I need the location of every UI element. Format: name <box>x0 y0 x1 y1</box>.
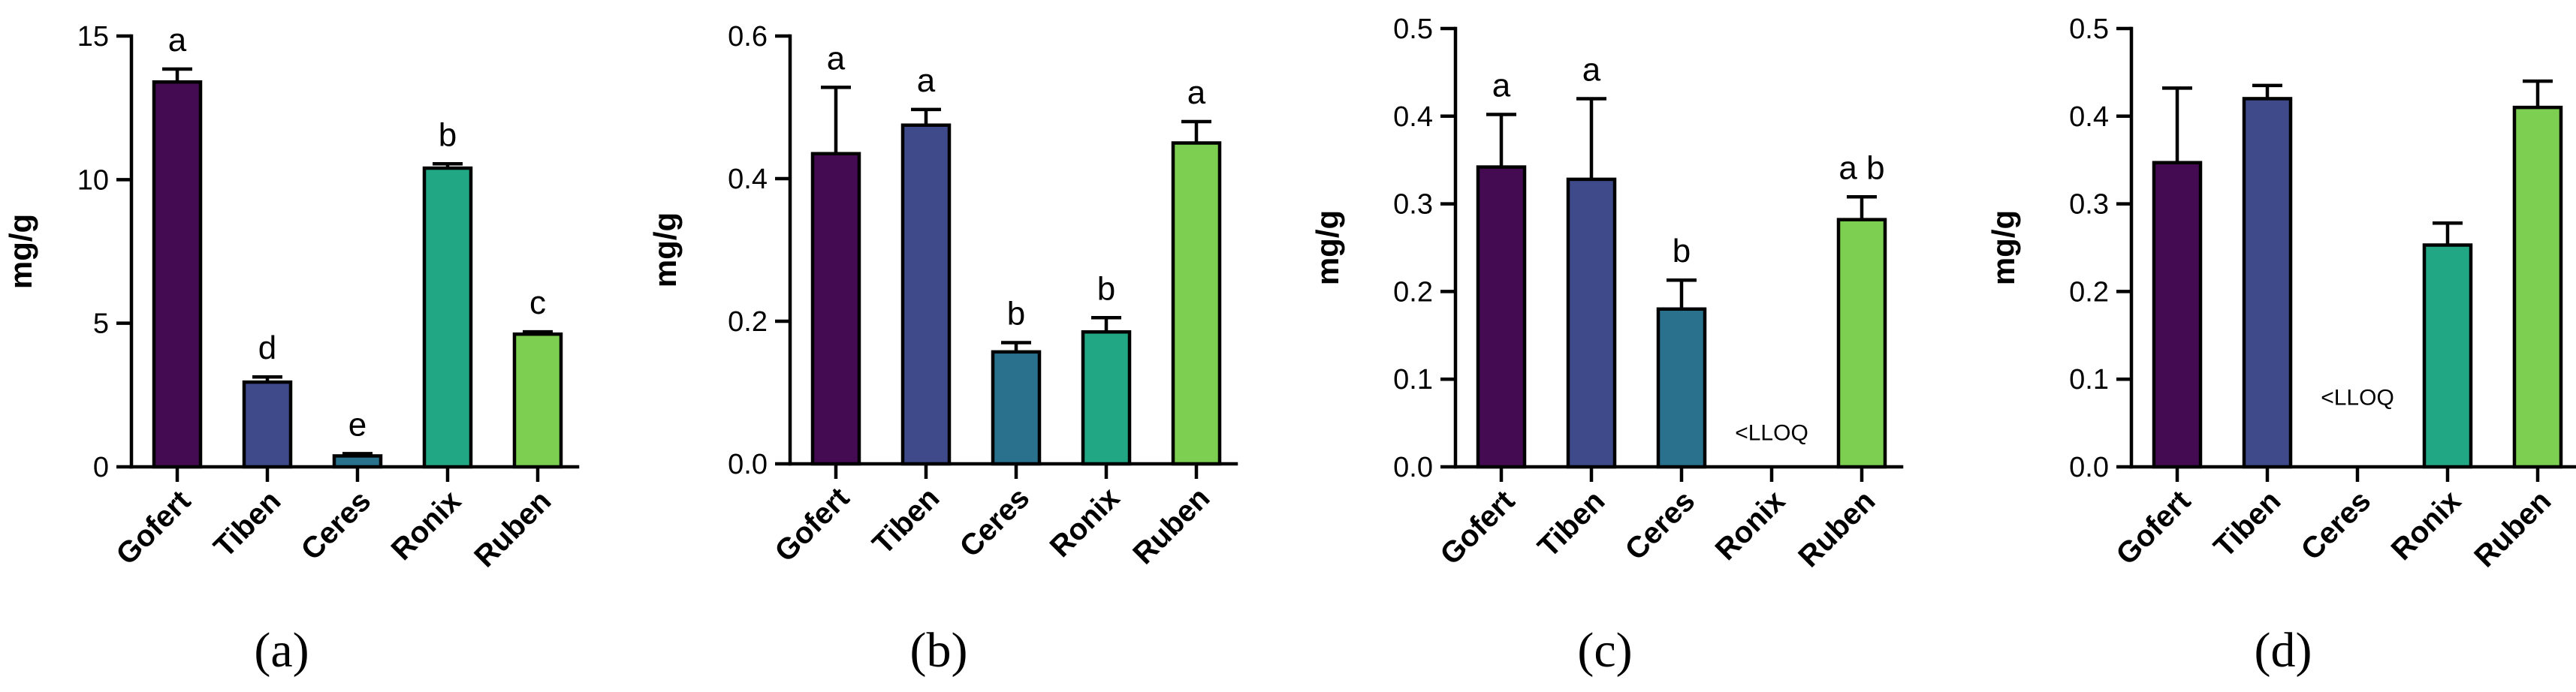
x-tick-label: Ruben <box>1127 481 1216 570</box>
bar-gofert <box>1476 165 1527 469</box>
bar-tiben <box>1566 177 1617 469</box>
y-tick-label: 0.2 <box>2069 276 2109 308</box>
bar-tiben <box>900 123 952 466</box>
x-tick-label: Ronix <box>1044 481 1127 564</box>
panel-label: (b) <box>910 623 968 678</box>
x-tick-label: Ronix <box>2385 484 2468 567</box>
bar-gofert <box>810 152 861 466</box>
y-tick-label: 0.4 <box>1393 101 1433 133</box>
y-tick-label: 10 <box>77 164 109 196</box>
x-tick-label: Ceres <box>954 481 1036 564</box>
y-tick-label: 0.5 <box>1393 14 1433 45</box>
bar-ruben <box>1836 218 1887 469</box>
significance-letter: a <box>1187 74 1206 111</box>
bar-gofert <box>2152 161 2203 469</box>
chart-panel-2: 0.0 0.2 0.4 0.6 mg/g a Gofert a Tiben b Ceres b Roni… <box>647 21 1238 678</box>
x-tick-label: Gofert <box>1434 484 1521 571</box>
bar-ronix <box>1081 330 1132 466</box>
x-tick-label: Ceres <box>295 484 378 567</box>
bar-ruben <box>512 332 563 469</box>
significance-letter: c <box>529 284 546 321</box>
bar-ruben <box>2512 105 2563 469</box>
chart-panel-4: 0.0 0.1 0.2 0.3 0.4 0.5 mg/g Gofert Tiben Ceres Ro… <box>1986 14 2576 678</box>
bar-tiben <box>2242 97 2293 469</box>
chart-panel-3: 0.0 0.1 0.2 0.3 0.4 0.5 mg/g a Gofert a Tiben b Cere… <box>1310 14 1904 678</box>
y-tick-label: 0.1 <box>2069 364 2109 396</box>
bar-ronix <box>422 166 473 469</box>
x-tick-label: Gofert <box>110 484 197 571</box>
y-tick-label: 0.0 <box>728 449 768 480</box>
significance-letter: a b <box>1838 149 1884 186</box>
bar-gofert <box>152 80 203 469</box>
chart-panel-1: 0 5 10 15 mg/g a Gofert d Tiben e Ceres b Ronix c Rube… <box>3 21 580 678</box>
x-tick-label: Ruben <box>468 484 557 573</box>
y-tick-label: 0.1 <box>1393 364 1433 396</box>
y-tick-label: 0.4 <box>728 164 768 195</box>
x-tick-label: Ruben <box>1792 484 1881 573</box>
x-tick-label: Tiben <box>866 481 946 561</box>
x-tick-label: Tiben <box>1531 484 1611 564</box>
y-axis-label: mg/g <box>1986 210 2021 285</box>
y-tick-label: 0.6 <box>728 21 768 53</box>
x-tick-label: Ruben <box>2468 484 2557 573</box>
lloq-annotation: <LLOQ <box>1735 420 1808 445</box>
y-tick-label: 0.2 <box>728 306 768 338</box>
y-tick-label: 0.2 <box>1393 276 1433 308</box>
y-tick-label: 15 <box>77 21 109 53</box>
significance-letter: a <box>827 40 846 77</box>
significance-letter: e <box>348 406 366 443</box>
bar-tiben <box>242 380 293 469</box>
significance-letter: a <box>917 62 936 99</box>
panel-label: (d) <box>2255 623 2312 678</box>
x-tick-label: Ceres <box>2295 484 2378 567</box>
x-tick-label: Ronix <box>1709 484 1792 567</box>
x-tick-label: Ronix <box>385 484 468 567</box>
y-tick-label: 0.5 <box>2069 14 2109 45</box>
y-tick-label: 5 <box>93 308 109 340</box>
significance-letter: a <box>168 22 187 59</box>
x-tick-label: Ceres <box>1619 484 1702 567</box>
bar-ruben <box>1171 141 1222 466</box>
y-tick-label: 0.0 <box>2069 452 2109 483</box>
significance-letter: d <box>258 329 276 366</box>
y-tick-label: 0.0 <box>1393 452 1433 483</box>
significance-letter: b <box>1097 270 1115 307</box>
significance-letter: b <box>1007 296 1025 332</box>
bar-ceres <box>332 454 383 469</box>
y-tick-label: 0.4 <box>2069 101 2109 133</box>
y-tick-label: 0 <box>93 452 109 483</box>
significance-letter: b <box>1673 233 1691 269</box>
x-tick-label: Gofert <box>768 481 855 568</box>
y-axis-label: mg/g <box>647 212 683 287</box>
y-tick-label: 0.3 <box>2069 189 2109 221</box>
significance-letter: a <box>1492 67 1511 104</box>
bar-ronix <box>2422 243 2473 469</box>
x-tick-label: Tiben <box>207 484 287 564</box>
bar-ceres <box>991 350 1042 466</box>
bar-ceres <box>1656 307 1707 469</box>
x-tick-label: Tiben <box>2207 484 2287 564</box>
x-tick-label: Gofert <box>2110 484 2197 571</box>
panel-label: (a) <box>254 623 309 678</box>
y-tick-label: 0.3 <box>1393 189 1433 221</box>
panel-label: (c) <box>1577 623 1632 678</box>
y-axis-label: mg/g <box>3 214 38 289</box>
significance-letter: b <box>439 116 457 153</box>
significance-letter: a <box>1582 51 1601 88</box>
y-axis-label: mg/g <box>1310 210 1345 285</box>
lloq-annotation: <LLOQ <box>2321 386 2394 411</box>
